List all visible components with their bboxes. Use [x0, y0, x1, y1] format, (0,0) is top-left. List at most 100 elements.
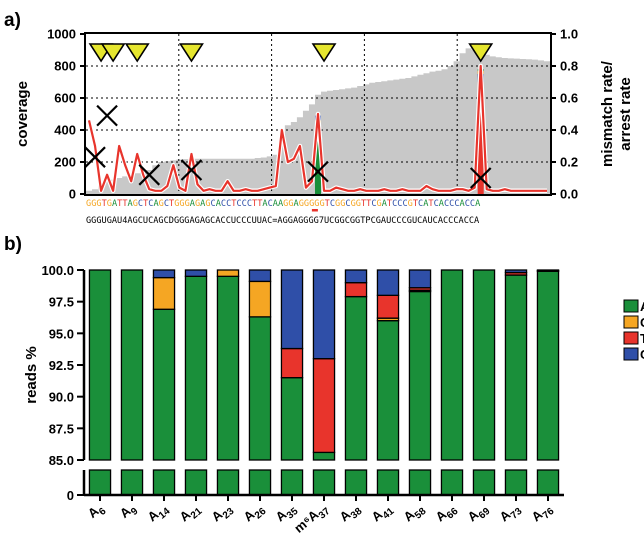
- sequence-base: T: [143, 199, 148, 209]
- legend-swatch-G: [623, 315, 639, 329]
- category-label: A26: [241, 500, 269, 528]
- category-label: A14: [145, 500, 173, 528]
- y-tick-label: 85.0: [49, 453, 74, 468]
- y-tick-label: 92.5: [49, 358, 74, 373]
- bar-lower-A66: [440, 469, 464, 496]
- legend-label: T: [640, 331, 644, 346]
- bar-segment-C: [504, 269, 528, 274]
- bar-lower-A35: [280, 469, 304, 496]
- panel-b-chart: 100.097.595.092.590.087.585.00 A6 A9 A14 A2…: [23, 263, 644, 536]
- sequence-base: T: [122, 199, 127, 209]
- legend-label: A: [640, 299, 644, 314]
- sequence-base: G: [408, 199, 413, 209]
- sequence-base: A: [278, 199, 284, 209]
- sequence-base: C: [211, 199, 216, 209]
- sequence-base: C: [138, 199, 143, 209]
- x-marker: [180, 159, 203, 181]
- category-label: A58: [401, 500, 429, 528]
- bar-segment-C: [536, 269, 560, 272]
- sequence-base: C: [242, 199, 247, 209]
- x-marker: [307, 160, 329, 183]
- stack-segment-A: [314, 130, 322, 194]
- sequence-base: C: [371, 199, 376, 209]
- sequence-base: T: [257, 199, 262, 209]
- bar-lower-A58: [408, 469, 432, 496]
- y2-tick-label: 0.0: [560, 187, 578, 202]
- category-label: A21: [177, 500, 205, 528]
- sequence-base: T: [252, 199, 257, 209]
- y2-tick-label: 0.8: [560, 59, 578, 74]
- sequence-base: A: [112, 199, 118, 209]
- sequence-base: T: [366, 199, 371, 209]
- sequence-base: A: [423, 199, 429, 209]
- sequence-base: G: [351, 199, 356, 209]
- y2-tick-label: 0.6: [560, 91, 578, 106]
- sequence-base: C: [345, 199, 350, 209]
- sequence-base: C: [226, 199, 231, 209]
- sequence-base: A: [128, 199, 134, 209]
- x-tick-label: A9: [117, 503, 141, 521]
- bar-segment-C: [344, 269, 368, 284]
- category-label: A66: [433, 500, 461, 528]
- bar-segment-A: [504, 274, 528, 461]
- legend-swatch-T: [623, 331, 639, 345]
- sequence-base: T: [117, 199, 122, 209]
- sequence-base: A: [294, 199, 300, 209]
- sequence-base: A: [475, 199, 481, 209]
- bar-lower-A9: [120, 469, 144, 496]
- y2-tick-label: 0.4: [560, 123, 579, 138]
- legend: AGTC: [623, 299, 644, 362]
- y2-tick-label: 0.2: [560, 155, 578, 170]
- sequence-base: T: [413, 199, 418, 209]
- legend-label: C: [640, 347, 644, 362]
- sequence-base: A: [216, 199, 222, 209]
- sequence-base: G: [185, 199, 190, 209]
- stack-segment-T: [477, 82, 484, 194]
- bar-segment-G: [216, 269, 240, 277]
- x-tick-label: A73: [497, 506, 525, 525]
- sequence-base: A: [190, 199, 196, 209]
- left-axis-ticks: 0 200 400 600 800 1000: [47, 27, 86, 202]
- x-tick-label: A14: [145, 500, 173, 528]
- panel-a-chart: 0 200 400 600 800 1000 0.0 0.2 0.4 0.6 0.8 1.0 cov…: [14, 27, 634, 227]
- bar-lower-A38: [344, 469, 368, 496]
- panel-b-label: b): [4, 234, 22, 255]
- bar-segment-A: [376, 320, 400, 461]
- category-label: A41: [369, 500, 397, 528]
- sequence-base: C: [434, 199, 439, 209]
- bar-segment-A: [472, 269, 496, 461]
- bar-segment-A: [440, 269, 464, 461]
- sequence-base: A: [382, 199, 388, 209]
- sequence-base: G: [179, 199, 184, 209]
- bar-lower-A21: [184, 469, 208, 496]
- sequence-base: C: [402, 199, 407, 209]
- x-marker: [84, 146, 106, 168]
- sequence-base: C: [330, 199, 335, 209]
- sequence-base: G: [96, 199, 101, 209]
- x-tick-label: A38: [337, 506, 365, 525]
- sequence-base: G: [335, 199, 340, 209]
- sequence-base: C: [236, 199, 241, 209]
- bar-segment-C: [152, 269, 176, 279]
- bar-segment-A: [536, 270, 560, 461]
- bar-segment-A: [120, 269, 144, 461]
- sequence-base: G: [304, 199, 309, 209]
- coverage-axis-label: coverage: [14, 81, 31, 147]
- plot-frame: [84, 32, 552, 196]
- x-tick-label: A23: [209, 500, 237, 528]
- sequence-base: G: [205, 199, 210, 209]
- y-tick-label: 400: [54, 123, 76, 138]
- sequence-base: T: [169, 199, 174, 209]
- y-tick-label: 600: [54, 91, 76, 106]
- sequence-base: C: [247, 199, 252, 209]
- category-label: A23: [209, 500, 237, 528]
- sequence-base: A: [153, 199, 159, 209]
- position-marker: [311, 209, 318, 212]
- y-tick-label: 90.0: [49, 390, 74, 405]
- y-tick-label: 97.5: [49, 295, 74, 310]
- panel-a-label: a): [4, 10, 21, 31]
- sequence-base: C: [449, 199, 454, 209]
- bar-lower-A23: [216, 469, 240, 496]
- legend-swatch-C: [623, 347, 639, 361]
